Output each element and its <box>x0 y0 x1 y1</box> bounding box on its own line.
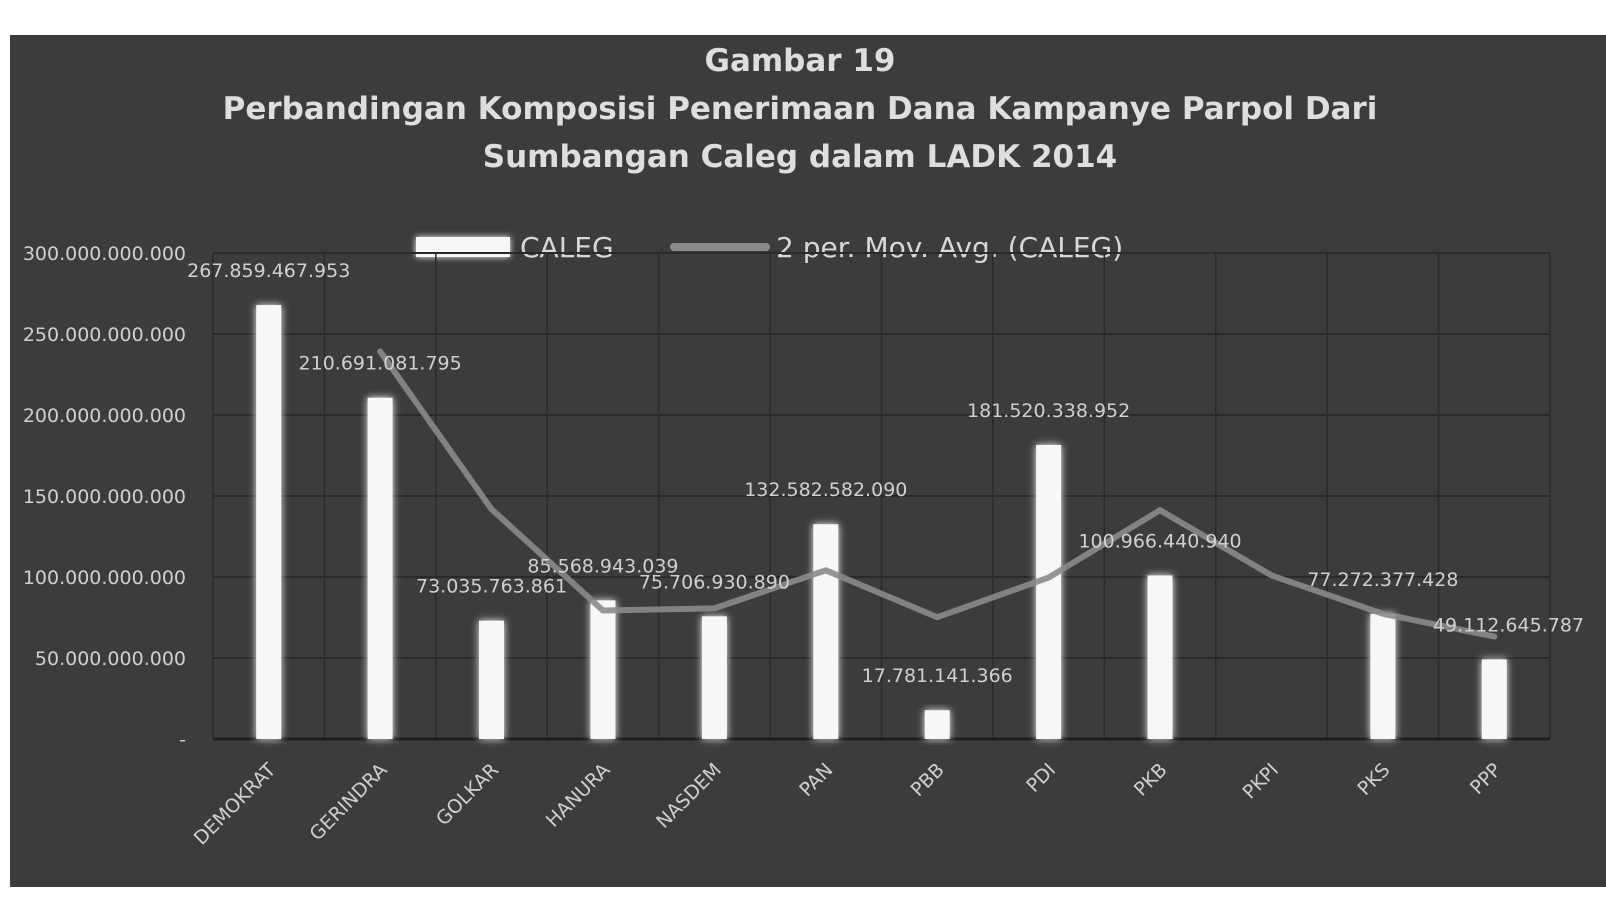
x-tick-label-gerindra: GERINDRA <box>306 759 392 845</box>
bar-pbb <box>924 710 950 739</box>
bar-demokrat <box>256 305 282 739</box>
x-tick-label-ppp: PPP <box>1466 759 1506 799</box>
data-label-pbb: 17.781.141.366 <box>862 665 1013 687</box>
bar-pdi <box>1036 444 1062 739</box>
y-tick-label: 300.000.000.000 <box>23 243 186 265</box>
legend-label-moving-average: 2 per. Mov. Avg. (CALEG) <box>776 231 1124 264</box>
chart-title-line-1: Gambar 19 <box>704 43 896 79</box>
data-label-pks: 77.272.377.428 <box>1307 569 1458 591</box>
x-tick-label-pdi: PDI <box>1022 759 1060 797</box>
data-labels: 267.859.467.953 210.691.081.795 73.035.763… <box>187 260 1584 687</box>
legend-label-caleg: CALEG <box>520 231 614 264</box>
x-tick-label-pan: PAN <box>795 759 837 801</box>
data-label-pkb: 100.966.440.940 <box>1078 530 1241 552</box>
y-tick-label: - <box>179 729 186 751</box>
moving-average-line <box>377 348 1498 640</box>
chart-title-line-2: Perbandingan Komposisi Penerimaan Dana K… <box>222 91 1378 127</box>
plot-area: 300.000.000.000 250.000.000.000 200.000.00… <box>23 243 1584 850</box>
data-label-ppp: 49.112.645.787 <box>1433 614 1584 636</box>
chart-panel: Gambar 19 Perbandingan Komposisi Penerim… <box>10 35 1606 887</box>
bar-pks <box>1370 613 1396 739</box>
x-tick-label-pkb: PKB <box>1130 759 1172 801</box>
data-label-golkar: 73.035.763.861 <box>416 576 567 598</box>
legend-line-swatch <box>670 243 770 251</box>
y-tick-label: 200.000.000.000 <box>23 405 186 427</box>
x-tick-label-nasdem: NASDEM <box>652 759 726 833</box>
x-tick-label-pkpi: PKPI <box>1238 759 1283 804</box>
y-tick-label: 50.000.000.000 <box>35 648 186 670</box>
y-tick-label: 250.000.000.000 <box>23 324 186 346</box>
x-tick-label-golkar: GOLKAR <box>432 759 503 830</box>
bar-ppp <box>1481 659 1507 739</box>
data-label-demokrat: 267.859.467.953 <box>187 260 350 282</box>
x-tick-label-demokrat: DEMOKRAT <box>190 759 281 850</box>
y-tick-label: 150.000.000.000 <box>23 486 186 508</box>
data-label-hanura: 85.568.943.039 <box>527 555 678 577</box>
x-tick-label-pbb: PBB <box>907 759 949 801</box>
data-label-pan: 132.582.582.090 <box>744 479 907 501</box>
bar-gerindra <box>367 397 393 739</box>
bar-nasdem <box>701 616 727 739</box>
data-label-gerindra: 210.691.081.795 <box>299 353 462 375</box>
x-tick-label-pks: PKS <box>1353 759 1394 800</box>
y-tick-label: 100.000.000.000 <box>23 567 186 589</box>
bar-pkb <box>1147 575 1173 739</box>
gridlines <box>212 252 1551 739</box>
x-tick-label-hanura: HANURA <box>542 759 615 832</box>
bar-hanura <box>590 600 616 739</box>
data-label-pdi: 181.520.338.952 <box>967 400 1130 422</box>
bar-series-caleg <box>256 305 1507 739</box>
data-label-nasdem: 75.706.930.890 <box>639 571 790 593</box>
line-series-moving-average <box>377 348 1498 640</box>
bar-pan <box>813 524 839 739</box>
chart-title-line-3: Sumbangan Caleg dalam LADK 2014 <box>482 139 1118 175</box>
bar-golkar <box>479 620 505 739</box>
